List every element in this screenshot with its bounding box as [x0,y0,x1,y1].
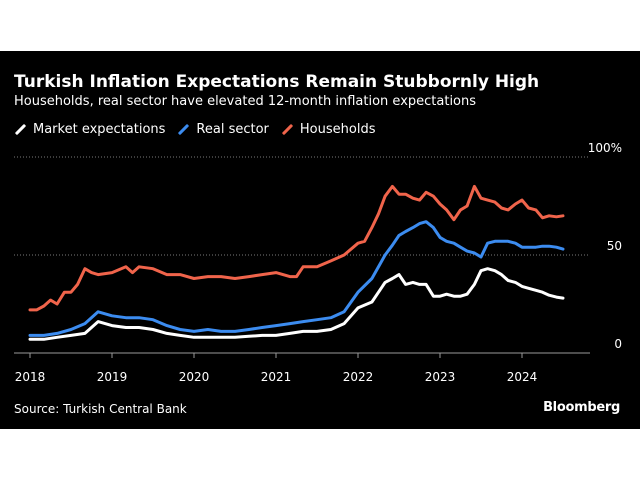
chart-subtitle: Households, real sector have elevated 12… [14,94,477,109]
x-tick-label-2018: 2018 [15,370,46,384]
x-tick-label-2021: 2021 [261,370,292,384]
x-tick-label-2019: 2019 [97,370,128,384]
y-tick-label-50: 50 [607,239,622,253]
series-line-real-sector [28,220,565,337]
x-tick-label-2024: 2024 [507,370,538,384]
legend-label-households: Households [299,122,376,137]
chart-panel [0,51,640,429]
x-tick-label-2020: 2020 [179,370,210,384]
x-tick-label-2023: 2023 [425,370,456,384]
source-note: Source: Turkish Central Bank [14,402,187,416]
legend-item-market: Market expectations [14,122,165,137]
series-line-households [28,184,565,312]
chart-legend: Market expectations Real sector Househol… [14,122,387,137]
legend-item-real-sector: Real sector [177,122,269,137]
series-line-market-expectations [28,267,565,341]
legend-item-households: Households [281,122,376,137]
y-tick-label-100: 100% [588,141,622,155]
bloomberg-logo: Bloomberg [543,400,620,415]
legend-label-market: Market expectations [33,122,166,137]
chart-title: Turkish Inflation Expectations Remain St… [14,72,540,92]
legend-label-real-sector: Real sector [196,122,269,137]
y-tick-label-0: 0 [614,337,622,351]
x-tick-label-2022: 2022 [343,370,374,384]
